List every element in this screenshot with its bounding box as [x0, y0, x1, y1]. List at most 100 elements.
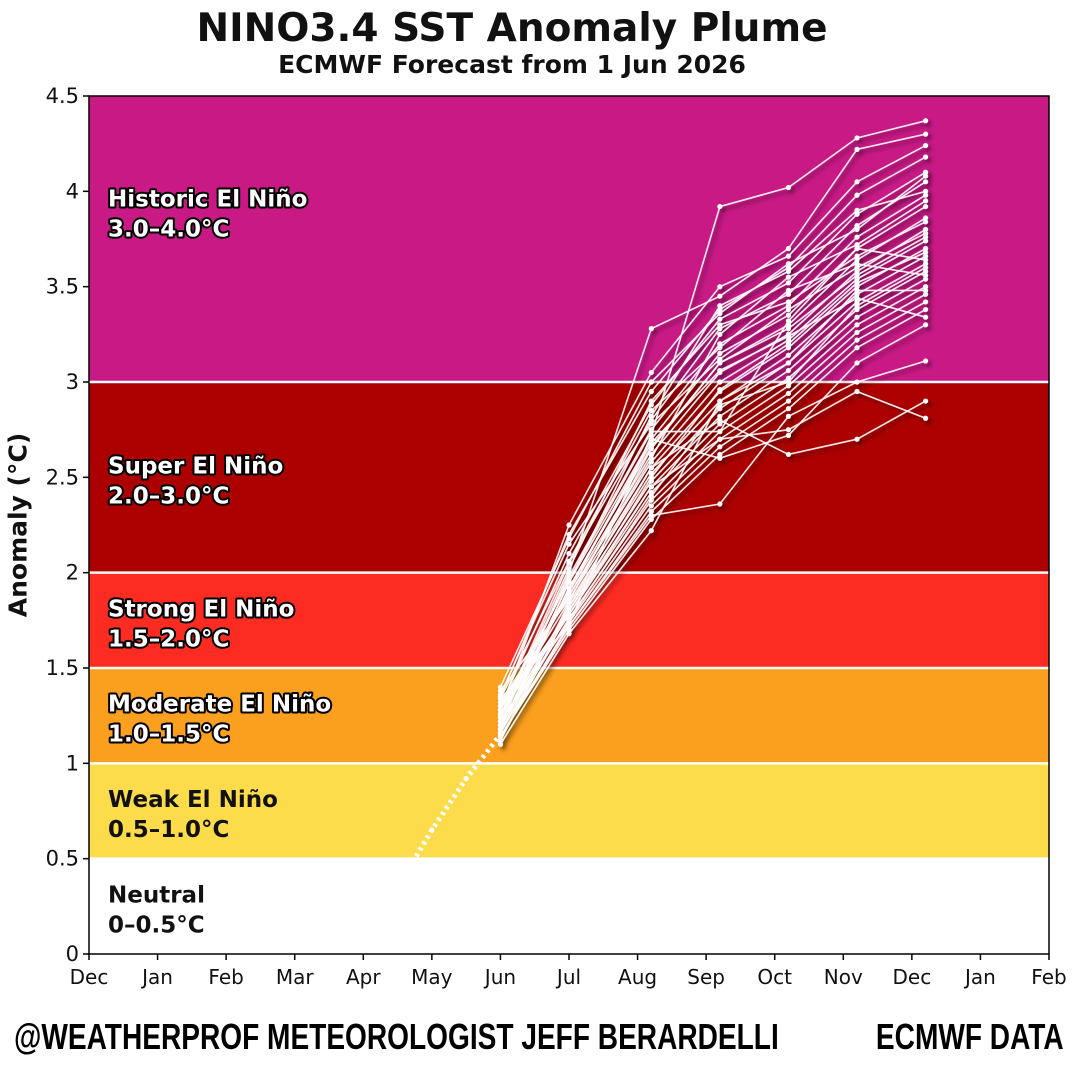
band-label-1: Weak El Niño: [108, 787, 278, 813]
y-tick-label-8: 4: [66, 179, 79, 203]
ensemble-point-22-5: [854, 253, 860, 259]
ensemble-point-3-4: [785, 265, 792, 271]
band-1: [89, 763, 1049, 859]
ensemble-point-1-6: [922, 131, 929, 137]
ensemble-point-17-6: [922, 291, 929, 297]
x-tick-label-8: Aug: [618, 965, 657, 989]
y-axis-label: Anomaly (°C): [3, 432, 33, 618]
band-0: [89, 858, 1049, 954]
ensemble-point-29-6: [922, 415, 929, 421]
ensemble-point-19-6: [922, 306, 929, 313]
ensemble-point-30-1: [566, 623, 572, 629]
chart-subtitle: ECMWF Forecast from 1 Jun 2026: [278, 50, 746, 79]
ensemble-point-27-4: [785, 432, 792, 438]
x-tick-label-7: Jul: [555, 965, 581, 989]
ensemble-point-23-2: [648, 421, 654, 427]
ensemble-point-8-6: [922, 215, 929, 221]
ensemble-point-14-6: [922, 268, 929, 275]
ensemble-point-7-6: [922, 203, 929, 210]
y-tick-label-4: 2: [66, 561, 79, 585]
x-tick-label-14: Feb: [1031, 965, 1066, 989]
ensemble-point-21-4: [785, 268, 792, 275]
ensemble-point-2-4: [785, 253, 792, 259]
band-labels: Neutral 0–0.5°C Weak El Niño 0.5–1.0°C Moder…: [106, 184, 333, 938]
ensemble-point-33-4: [785, 261, 792, 267]
x-tick-label-6: Jun: [483, 965, 516, 989]
ensemble-point-10-3: [717, 379, 723, 385]
ensemble-point-28-6: [922, 398, 929, 404]
ensemble-point-22-3: [717, 322, 723, 328]
ensemble-point-33-2: [648, 379, 654, 385]
band-5: [89, 96, 1049, 382]
ensemble-point-30-3: [717, 501, 723, 507]
footer-credit: @WEATHERPROF METEOROLOGIST JEFF BERARDEL…: [14, 1016, 779, 1057]
ensemble-point-6-5: [854, 234, 860, 240]
observed-point-2: [429, 827, 435, 833]
ensemble-point-33-3: [717, 310, 723, 316]
ensemble-point-20-4: [785, 274, 792, 280]
band-label-2: Moderate El Niño: [108, 692, 331, 718]
ensemble-point-29-0: [497, 718, 504, 724]
ensemble-point-22-6: [922, 219, 929, 225]
ensemble-point-3-6: [922, 154, 929, 160]
y-tick-label-1: 0.5: [46, 847, 79, 871]
ensemble-point-32-5: [854, 295, 860, 301]
ensemble-point-9-6: [922, 226, 929, 233]
ensemble-point-11-6: [922, 245, 929, 252]
ensemble-point-31-3: [717, 345, 723, 351]
ensemble-point-13-6: [922, 261, 929, 267]
ensemble-point-5-5: [854, 223, 860, 229]
ensemble-point-35-0: [497, 707, 504, 713]
x-tick-label-13: Jan: [963, 965, 996, 989]
ensemble-point-24-5: [854, 280, 860, 286]
ensemble-point-8-5: [854, 257, 860, 263]
ensemble-point-10-5: [854, 276, 860, 282]
ensemble-point-34-6: [922, 287, 929, 294]
band-range-0: 0–0.5°C: [108, 912, 205, 938]
ensemble-point-21-6: [922, 188, 929, 194]
ensemble-point-17-4: [785, 390, 792, 397]
ensemble-point-31-2: [648, 408, 654, 414]
ensemble-point-32-4: [785, 333, 792, 339]
ensemble-point-13-5: [854, 299, 860, 305]
ensemble-point-11-5: [854, 284, 860, 290]
ensemble-point-0-5: [854, 135, 860, 141]
ensemble-point-10-4: [785, 337, 792, 343]
ensemble-point-4-5: [854, 211, 860, 217]
ensemble-point-29-5: [854, 388, 860, 395]
ensemble-point-26-5: [854, 272, 860, 278]
ensemble-point-25-1: [566, 617, 572, 623]
ensemble-point-32-3: [717, 367, 723, 374]
band-range-1: 0.5–1.0°C: [108, 817, 229, 843]
y-tick-label-0: 0: [66, 942, 79, 966]
ensemble-point-24-2: [648, 474, 654, 480]
ensemble-point-29-1: [566, 612, 572, 618]
band-label-3: Strong El Niño: [108, 596, 294, 622]
ensemble-point-15-5: [854, 314, 860, 320]
ensemble-point-21-3: [717, 303, 723, 309]
ensemble-point-14-4: [785, 367, 792, 374]
ensemble-point-18-2: [648, 509, 654, 515]
ensemble-point-20-6: [922, 198, 929, 204]
ensemble-point-0-3: [717, 203, 723, 210]
x-tick-label-2: Feb: [208, 965, 243, 989]
ensemble-point-4-1: [566, 551, 572, 557]
ensemble-point-28-4: [785, 451, 792, 458]
ensemble-point-18-3: [717, 444, 723, 450]
ensemble-point-2-5: [854, 179, 860, 185]
ensemble-point-18-6: [922, 299, 929, 305]
observed-point-0: [360, 936, 366, 942]
observed-point-3: [463, 776, 469, 782]
band-range-4: 2.0–3.0°C: [108, 483, 229, 509]
ensemble-point-1-3: [717, 293, 723, 299]
ensemble-point-2-1: [566, 522, 572, 528]
band-range-3: 1.5–2.0°C: [108, 626, 229, 652]
ensemble-point-22-1: [566, 566, 572, 572]
ensemble-point-32-6: [922, 314, 929, 320]
x-tick-label-11: Nov: [824, 965, 863, 989]
ensemble-point-19-5: [854, 345, 860, 351]
ensemble-point-31-4: [785, 287, 792, 294]
ensemble-point-28-3: [717, 417, 723, 423]
ensemble-point-6-3: [717, 341, 723, 347]
ensemble-point-27-5: [854, 360, 860, 366]
